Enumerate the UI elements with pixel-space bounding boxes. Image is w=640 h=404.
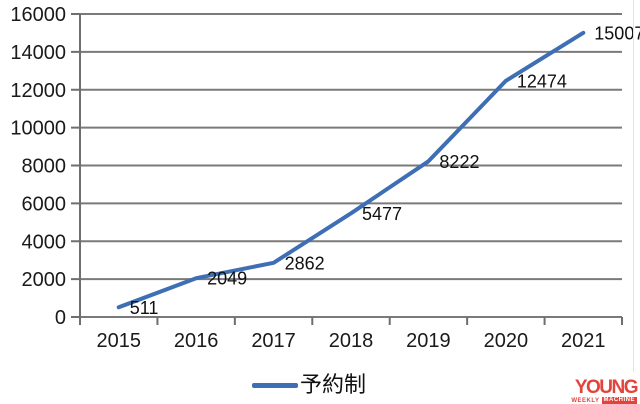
y-axis-tick-label: 12000 <box>10 80 66 102</box>
data-point-label: 5477 <box>362 204 402 224</box>
y-axis-tick-label: 0 <box>55 307 66 329</box>
y-axis-tick-label: 8000 <box>22 156 67 178</box>
x-axis-category-label: 2017 <box>251 330 296 352</box>
x-axis-category-label: 2019 <box>406 330 451 352</box>
legend-series-line-marker <box>252 382 298 388</box>
x-axis-category-label: 2016 <box>174 330 219 352</box>
y-axis-tick-label: 14000 <box>10 42 66 64</box>
data-point-label: 511 <box>130 298 159 318</box>
y-axis-tick-label: 6000 <box>22 193 67 215</box>
data-point-label: 15007 <box>594 23 640 43</box>
x-axis-category-label: 2021 <box>561 330 606 352</box>
x-axis-category-label: 2018 <box>329 330 374 352</box>
brand-logo-text: YOUNG <box>574 377 639 398</box>
x-axis-category-label: 2015 <box>96 330 141 352</box>
brand-logo-subtext-box: MACHINE <box>601 397 637 404</box>
brand-logo-subtext: WEEKLY MACHINE <box>571 397 637 404</box>
data-point-label: 2049 <box>207 269 247 289</box>
y-axis-tick-label: 16000 <box>10 4 66 26</box>
series-line <box>116 30 586 310</box>
chart-right-border <box>633 0 634 372</box>
y-axis-tick-label: 4000 <box>22 231 67 253</box>
legend-label: 予約制 <box>300 372 367 397</box>
y-axis-tick-label: 2000 <box>22 269 67 291</box>
x-axis-category-label: 2020 <box>484 330 529 352</box>
y-axis-tick-label: 10000 <box>10 118 66 140</box>
data-point-label: 12474 <box>517 71 567 91</box>
brand-logo-young-machine: YOUNG WEEKLY MACHINE <box>571 377 639 404</box>
data-point-label: 8222 <box>439 152 479 172</box>
data-point-label: 2862 <box>285 253 325 273</box>
brand-logo-subtext-plain: WEEKLY <box>571 397 600 404</box>
legend: 予約制 <box>252 372 367 397</box>
